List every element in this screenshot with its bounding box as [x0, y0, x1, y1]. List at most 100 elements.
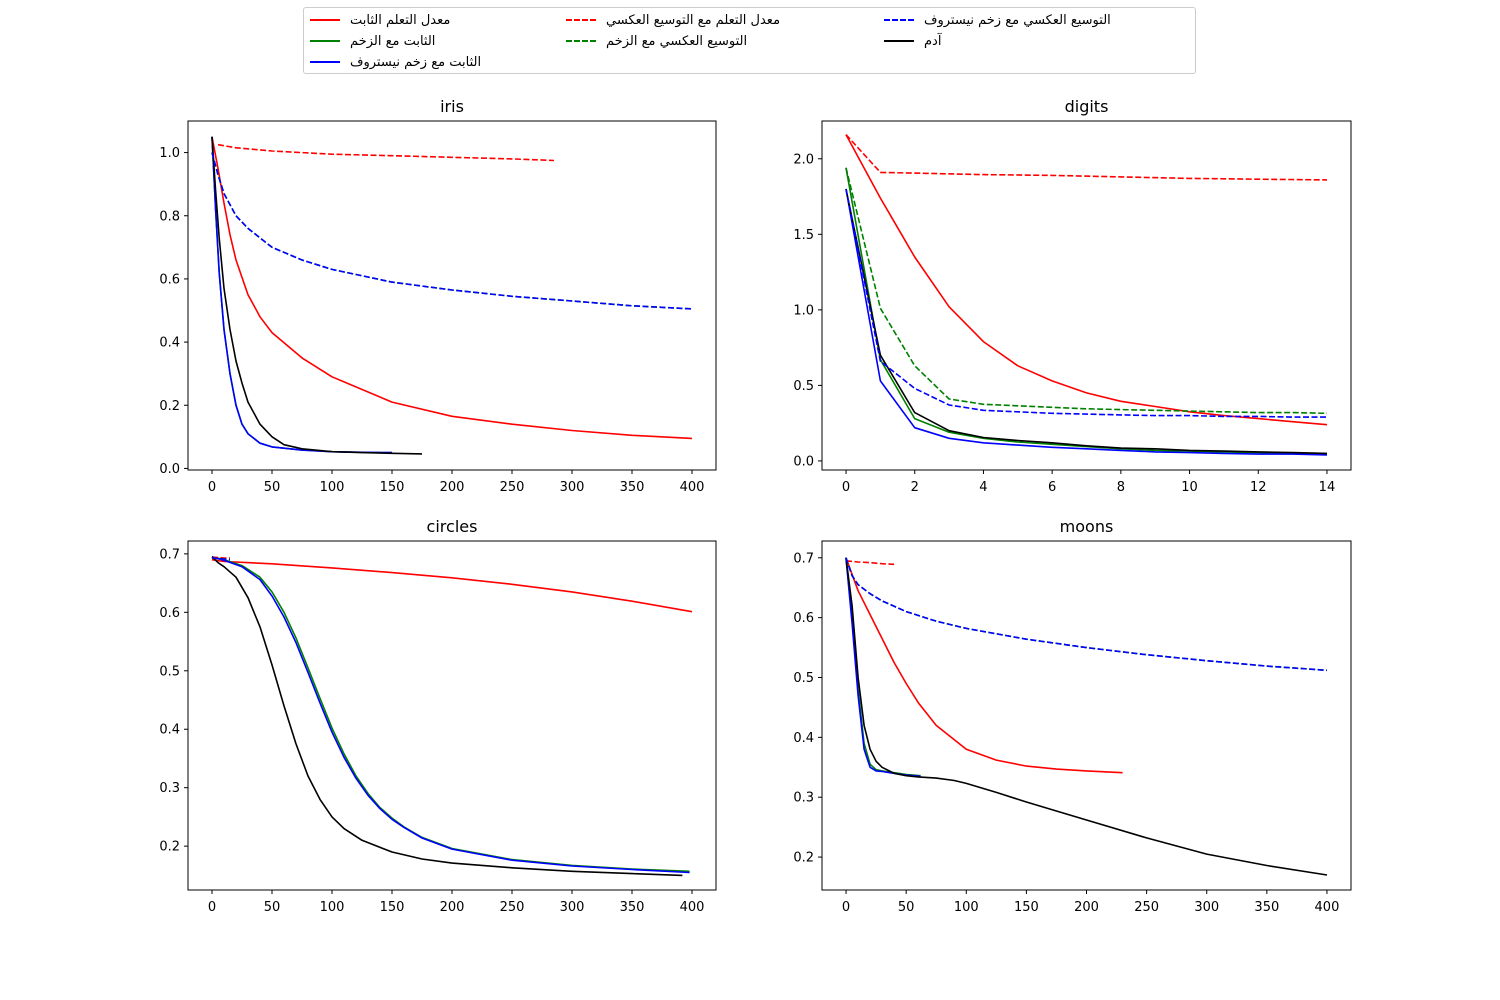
legend-label: التوسيع العكسي مع الزخم: [606, 33, 748, 49]
y-tick-label: 0.5: [793, 379, 814, 394]
series-line: [845, 557, 1328, 672]
y-tick-label: 0.4: [159, 336, 180, 351]
x-tick-label: 250: [1134, 900, 1159, 915]
axes-frame: [821, 120, 1352, 471]
y-tick-label: 0.7: [793, 551, 814, 566]
series-group: [211, 556, 693, 877]
series-line: [845, 560, 895, 566]
x-tick-label: 400: [680, 900, 705, 915]
y-tick-label: 0.2: [159, 840, 180, 855]
x-tick-label: 50: [898, 900, 915, 915]
series-line: [845, 134, 1328, 426]
y-tick-label: 0.3: [159, 781, 180, 796]
y-tick-label: 1.5: [793, 228, 814, 243]
x-tick-label: 200: [440, 900, 465, 915]
series-line: [211, 136, 423, 455]
subplot-title: moons: [1060, 517, 1114, 536]
series-line: [845, 167, 1328, 455]
x-tick-label: 350: [1254, 900, 1279, 915]
x-tick-label: 0: [842, 900, 850, 915]
x-tick-label: 50: [264, 900, 281, 915]
x-tick-label: 300: [560, 900, 585, 915]
series-line: [211, 557, 231, 561]
x-tick-label: 300: [1194, 900, 1219, 915]
y-tick-label: 0.5: [793, 671, 814, 686]
legend-label: التوسيع العكسي مع زخم نيستروف: [924, 12, 1111, 28]
series-line: [211, 152, 693, 310]
legend-item: آدم: [884, 31, 941, 51]
y-tick-label: 1.0: [793, 303, 814, 318]
series-line: [845, 557, 1328, 876]
series-line: [845, 134, 1328, 181]
legend-label: الثابت مع زخم نيستروف: [350, 54, 482, 70]
x-tick-label: 400: [680, 480, 705, 495]
y-tick-label: 0.0: [159, 462, 180, 477]
series-line: [845, 188, 1328, 456]
x-tick-label: 50: [264, 480, 281, 495]
y-tick-label: 0.2: [159, 399, 180, 414]
legend-swatch: [310, 40, 340, 42]
series-line: [211, 558, 693, 613]
series-line: [845, 188, 1328, 455]
legend: معدل التعلم الثابت الثابت مع الزخم الثاب…: [303, 7, 1196, 74]
axes-frame: [187, 120, 717, 471]
y-tick-label: 0.3: [793, 791, 814, 806]
y-tick-label: 0.2: [793, 851, 814, 866]
series-line: [845, 167, 1328, 415]
y-tick-label: 2.0: [793, 152, 814, 167]
series-line: [211, 152, 693, 310]
x-tick-label: 6: [1048, 480, 1056, 495]
series-line: [845, 188, 1327, 418]
x-tick-label: 0: [842, 480, 850, 495]
series-line: [845, 557, 1123, 774]
x-tick-label: 2: [911, 480, 919, 495]
x-tick-label: 350: [620, 480, 645, 495]
series-line: [217, 143, 555, 162]
legend-swatch: [310, 19, 340, 21]
subplot-moons: moons 0 50 100 150 200 250 300 350 400 0.2 0.3 0.4 0.…: [793, 517, 1352, 915]
x-tick-label: 12: [1250, 480, 1267, 495]
series-group: [845, 134, 1328, 456]
legend-swatch: [884, 40, 914, 42]
legend-label: معدل التعلم مع التوسيع العكسي: [606, 12, 781, 28]
legend-swatch: [566, 19, 596, 21]
legend-label: معدل التعلم الثابت: [350, 12, 451, 28]
x-tick-label: 200: [1074, 900, 1099, 915]
subplot-circles: circles 0 50 100 150 200 250 300 350 400 0.2 0.3 0.4…: [159, 517, 717, 915]
x-tick-label: 300: [560, 480, 585, 495]
legend-label: الثابت مع الزخم: [350, 33, 436, 49]
legend-item: الثابت مع زخم نيستروف: [310, 52, 481, 72]
y-tick-label: 0.5: [159, 664, 180, 679]
legend-item: الثابت مع الزخم: [310, 31, 435, 51]
x-tick-label: 100: [320, 900, 345, 915]
subplot-title: digits: [1065, 97, 1109, 116]
x-tick-label: 150: [380, 900, 405, 915]
legend-swatch: [566, 40, 596, 42]
legend-item: معدل التعلم الثابت: [310, 10, 450, 30]
y-tick-label: 0.0: [793, 454, 814, 469]
x-tick-label: 350: [620, 900, 645, 915]
series-group: [211, 136, 693, 455]
x-tick-label: 250: [500, 900, 525, 915]
axes-frame: [821, 540, 1352, 891]
series-line: [211, 136, 693, 440]
x-tick-label: 0: [208, 900, 216, 915]
subplot-iris: iris 0 50 100 150 200 250 300 350 400 0.0 0.2 0.4 0.6…: [159, 97, 717, 495]
legend-swatch: [884, 19, 914, 21]
subplot-title: circles: [427, 517, 478, 536]
legend-item: التوسيع العكسي مع الزخم: [566, 31, 747, 51]
y-tick-label: 0.6: [159, 272, 180, 287]
x-tick-label: 100: [320, 480, 345, 495]
series-line: [845, 557, 1328, 672]
x-tick-label: 4: [979, 480, 987, 495]
legend-item: معدل التعلم مع التوسيع العكسي: [566, 10, 780, 30]
legend-label: آدم: [924, 33, 942, 49]
x-tick-label: 0: [208, 480, 216, 495]
x-tick-label: 150: [1014, 900, 1039, 915]
x-tick-label: 14: [1319, 480, 1336, 495]
x-tick-label: 150: [380, 480, 405, 495]
y-tick-label: 0.8: [159, 209, 180, 224]
legend-item: التوسيع العكسي مع زخم نيستروف: [884, 10, 1111, 30]
x-tick-label: 10: [1181, 480, 1198, 495]
